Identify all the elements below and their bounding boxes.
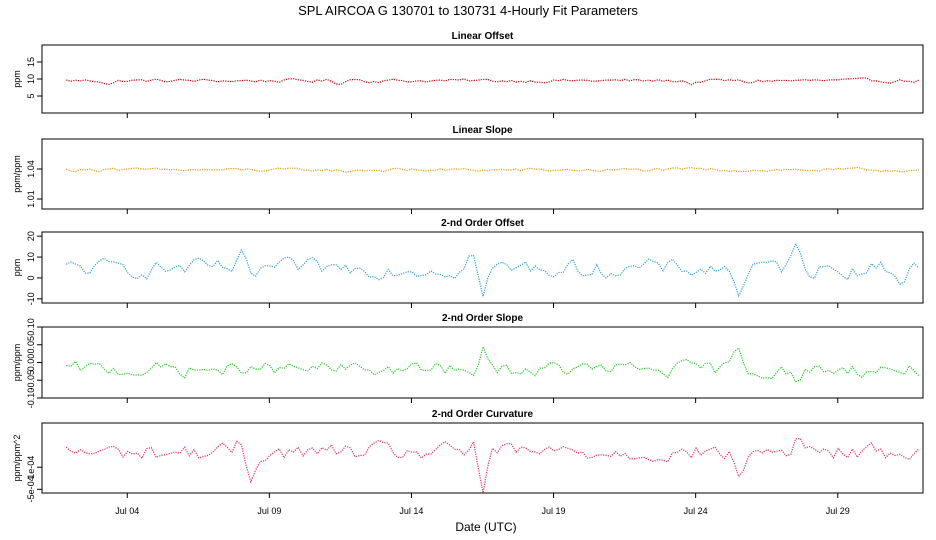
- y-tick-label: -10: [26, 292, 36, 305]
- x-tick-label: Jul 14: [399, 506, 423, 516]
- y-axis-label: ppm: [12, 259, 22, 277]
- x-tick-label: Jul 09: [257, 506, 281, 516]
- x-tick-label: Jul 29: [826, 506, 850, 516]
- x-axis: Jul 04 Jul 09 Jul 14 Jul 19 Jul 24 Jul 29: [115, 506, 850, 516]
- series-line: [66, 77, 919, 86]
- series-line: [65, 437, 920, 494]
- panel-linear-offset: Linear Offset 5 10 15 ppm: [12, 31, 924, 118]
- panel-title: Linear Slope: [452, 125, 512, 136]
- panel-2-nd-order-offset: 2-nd Order Offset -10 0 10 20 ppm: [12, 218, 924, 308]
- panel-title: 2-nd Order Slope: [442, 313, 524, 324]
- y-tick-label: 10: [26, 252, 36, 262]
- y-tick-label: -0.05: [26, 370, 36, 391]
- y-tick-label: -5e-04: [26, 476, 36, 502]
- x-axis-label: Date (UTC): [455, 520, 516, 534]
- y-tick-label: -0.10: [26, 388, 36, 409]
- figure-title: SPL AIRCOA G 130701 to 130731 4-Hourly F…: [298, 3, 638, 18]
- x-tick-label: Jul 19: [542, 506, 566, 516]
- y-axis-label: ppm/ppm: [12, 344, 22, 382]
- panel-title: 2-nd Order Curvature: [432, 409, 534, 420]
- y-axis-label: ppm/ppm^2: [12, 435, 22, 482]
- x-tick-label: Jul 04: [115, 506, 139, 516]
- y-tick-label: 1.04: [26, 160, 36, 178]
- panel-2-nd-order-slope: 2-nd Order Slope -0.10-0.050.000.050.10 pp…: [12, 313, 924, 409]
- panel-frame: [41, 422, 924, 494]
- y-axis-label: ppm/ppm: [12, 155, 22, 193]
- series-line: [66, 344, 920, 383]
- panels: Linear Offset 5 10 15 ppm Linear Slope 1.01 1.0…: [12, 31, 924, 502]
- y-axis-label: ppm: [12, 70, 22, 88]
- panel-frame: [41, 326, 924, 399]
- panel-frame: [41, 44, 924, 114]
- series-line: [65, 166, 919, 173]
- y-tick-label: 20: [26, 231, 36, 241]
- panel-title: 2-nd Order Offset: [441, 218, 524, 229]
- y-tick-label: 0: [26, 275, 36, 280]
- panel-frame: [41, 231, 924, 304]
- y-tick-label: 1.01: [26, 190, 36, 208]
- y-tick-label: 0.05: [26, 336, 36, 354]
- panel-title: Linear Offset: [452, 31, 514, 42]
- y-tick-label: 10: [26, 74, 36, 84]
- x-tick-label: Jul 24: [684, 506, 708, 516]
- y-tick-label: 0.00: [26, 354, 36, 372]
- panel-frame: [41, 138, 924, 210]
- y-tick-label: 1e-04: [26, 456, 36, 479]
- y-tick-label: 15: [26, 57, 36, 67]
- y-tick-label: 5: [26, 93, 36, 98]
- series-line: [65, 242, 920, 298]
- panel-linear-slope: Linear Slope 1.01 1.04 ppm/ppm: [12, 125, 924, 214]
- y-tick-label: 0.10: [26, 318, 36, 336]
